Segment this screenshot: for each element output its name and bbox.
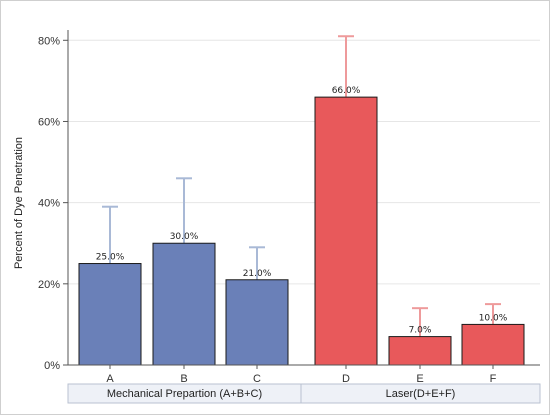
data-label-F: 10.0% <box>479 313 508 323</box>
x-category-label-B: B <box>180 373 187 385</box>
bar-D <box>314 96 378 366</box>
y-tick-label: 0% <box>44 360 60 372</box>
group-box <box>300 383 541 404</box>
data-label-E: 7.0% <box>409 326 432 336</box>
x-axis-categories: A B C D E F <box>106 365 497 385</box>
bar-B <box>152 242 216 366</box>
bars: 25.0% 30.0% 21.0% 66.0% 7.0% 10.0% <box>78 35 525 366</box>
x-category-label-D: D <box>342 373 350 385</box>
y-tick-label: 60% <box>38 116 60 128</box>
data-label-A: 25.0% <box>96 253 125 263</box>
bar-F <box>461 323 525 366</box>
y-tick-label: 80% <box>38 35 60 47</box>
group-boxes: Mechanical Prepartion (A+B+C) Laser(D+E+F… <box>67 383 541 404</box>
data-label-B: 30.0% <box>170 232 199 242</box>
bar-A <box>78 263 142 366</box>
data-label-D: 66.0% <box>332 86 361 96</box>
x-category-label-E: E <box>416 373 423 385</box>
x-category-label-C: C <box>253 373 261 385</box>
y-tick-label: 20% <box>38 279 60 291</box>
data-label-C: 21.0% <box>243 269 272 279</box>
group-label: Laser(D+E+F) <box>386 388 456 400</box>
y-axis-title: Percent of Dye Penetration <box>13 137 25 269</box>
x-category-label-F: F <box>490 373 497 385</box>
bar-C <box>225 279 289 366</box>
grid-lines <box>68 39 540 285</box>
group-label: Mechanical Prepartion (A+B+C) <box>107 388 262 400</box>
x-category-label-A: A <box>106 373 114 385</box>
axes <box>67 30 540 366</box>
y-axis-ticks: 0% 20% 40% 60% 80% <box>38 35 68 372</box>
bar-E <box>388 336 452 366</box>
y-tick-label: 40% <box>38 198 60 210</box>
